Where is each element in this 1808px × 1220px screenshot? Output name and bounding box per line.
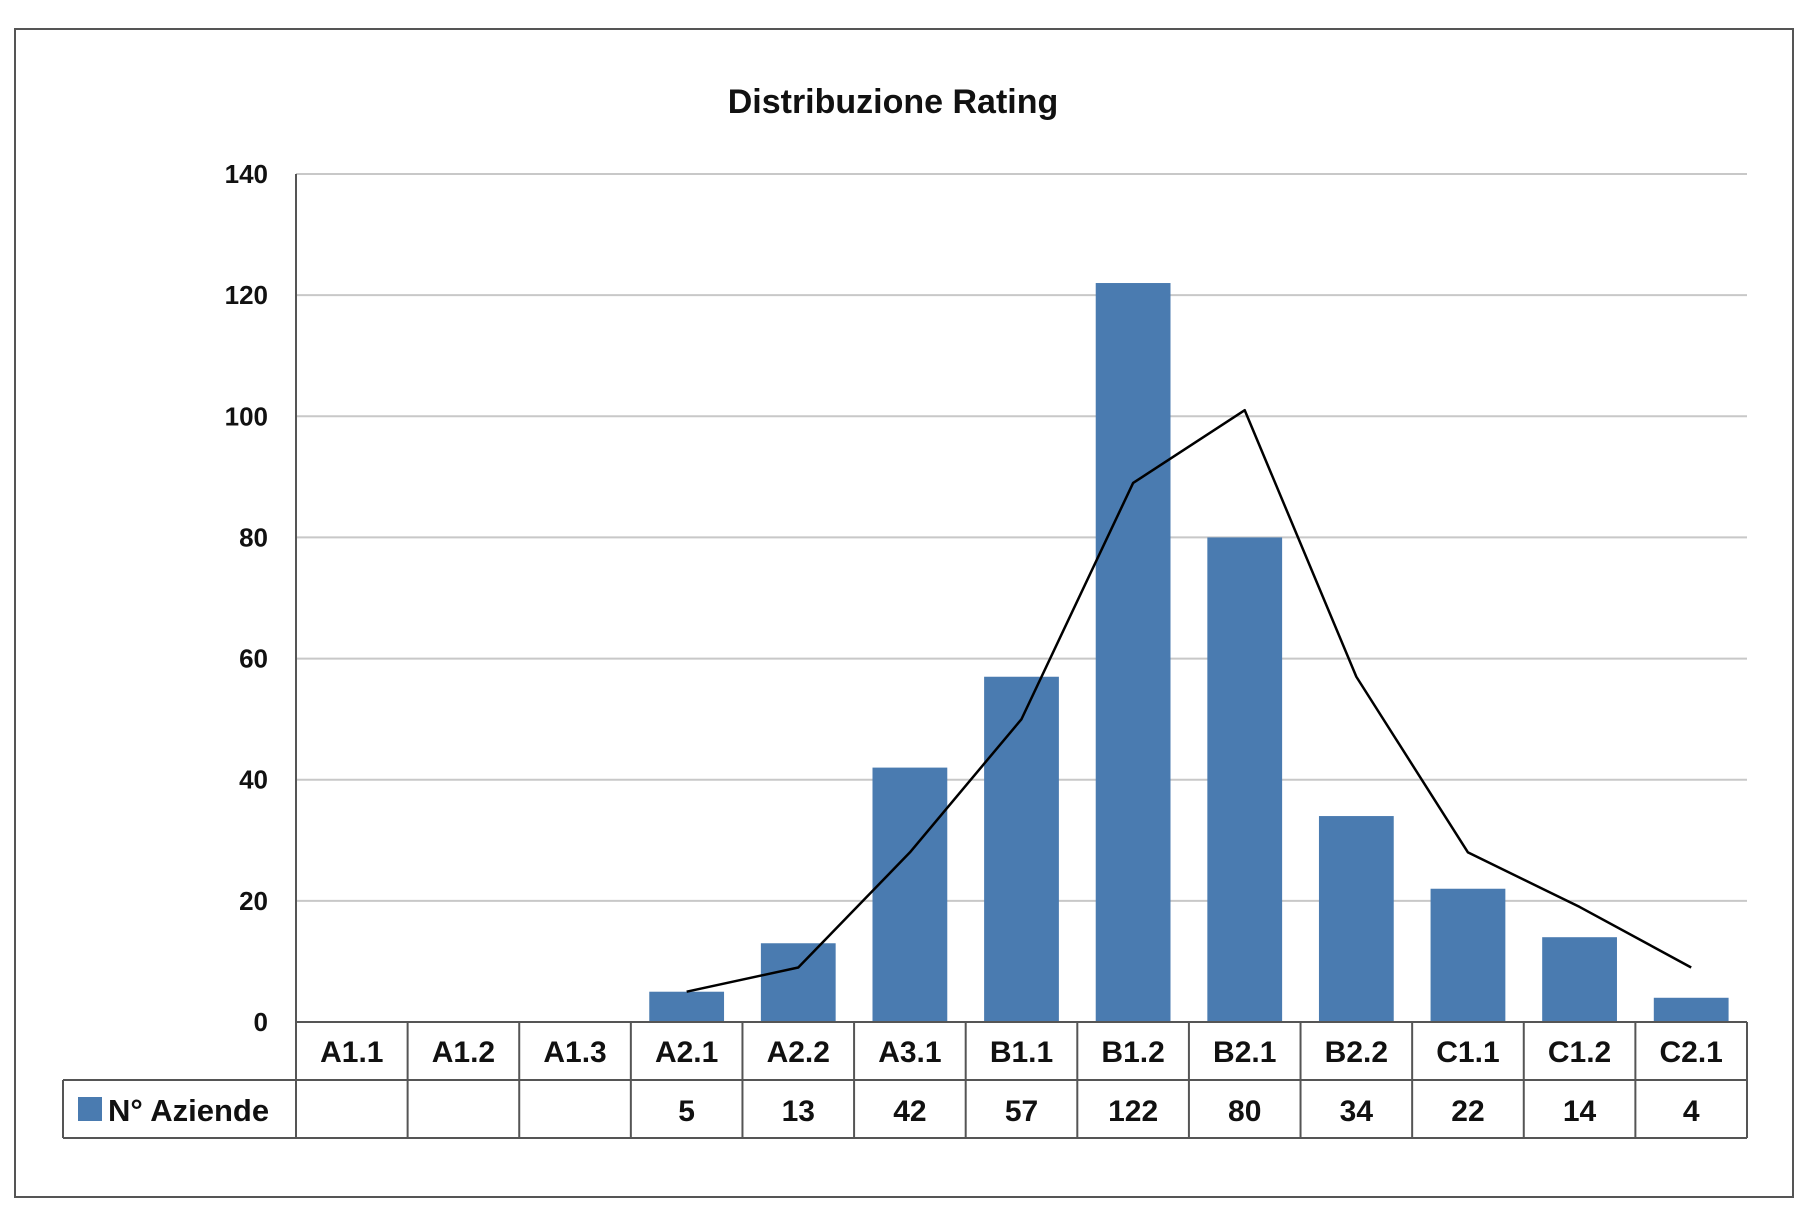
- x-tick-label: B1.1: [990, 1036, 1053, 1069]
- bar: [872, 767, 948, 1022]
- y-tick-label: 80: [239, 522, 268, 552]
- bar: [1207, 537, 1283, 1022]
- legend-label: N° Aziende: [108, 1093, 269, 1128]
- x-tick-label: A2.2: [767, 1036, 830, 1069]
- y-tick-label: 120: [225, 280, 268, 310]
- data-table-value: 22: [1451, 1095, 1484, 1128]
- x-tick-label: C1.1: [1436, 1036, 1499, 1069]
- y-tick-label: 100: [225, 401, 268, 431]
- x-tick-label: A3.1: [878, 1036, 941, 1069]
- data-table-value: 80: [1228, 1095, 1261, 1128]
- y-tick-label: 20: [239, 886, 268, 916]
- legend-swatch: [78, 1097, 102, 1121]
- data-table: A1.1 A1.2 A1.3 A2.1 A2.2 A3.1 B1.1 B1.2 B2.1 B2.2…: [62, 1021, 1748, 1139]
- chart-frame: [14, 28, 1794, 1198]
- bar: [1318, 816, 1394, 1022]
- x-tick-label: B2.1: [1213, 1036, 1276, 1069]
- data-table-value: 14: [1563, 1095, 1597, 1128]
- data-table-value: 13: [782, 1095, 815, 1128]
- x-tick-label: B2.2: [1325, 1036, 1388, 1069]
- y-tick-label: 40: [239, 765, 268, 795]
- data-table-value: 122: [1108, 1095, 1158, 1128]
- data-table-value: 5: [678, 1095, 695, 1128]
- bar: [1542, 937, 1617, 1022]
- bar: [1430, 888, 1506, 1022]
- chart-title: Distribuzione Rating: [728, 83, 1059, 121]
- trend-line: [686, 408, 1692, 993]
- x-tick-label: A1.3: [543, 1036, 606, 1069]
- bar: [1095, 283, 1171, 1022]
- x-tick-label: A1.1: [320, 1036, 383, 1069]
- x-tick-label: C2.1: [1660, 1036, 1723, 1069]
- bar: [649, 991, 725, 1022]
- x-tick-label: B1.2: [1101, 1036, 1164, 1069]
- data-table-value: 42: [893, 1095, 926, 1128]
- y-tick-label: 60: [239, 644, 268, 674]
- bars: [649, 283, 1729, 1022]
- y-tick-label: 0: [254, 1007, 268, 1037]
- data-table-value: 34: [1340, 1095, 1374, 1128]
- data-table-value: 57: [1005, 1095, 1038, 1128]
- data-table-value: 4: [1683, 1095, 1700, 1128]
- trend-line-group: [686, 408, 1692, 993]
- x-tick-label: A2.1: [655, 1036, 718, 1069]
- x-tick-label: C1.2: [1548, 1036, 1611, 1069]
- bar: [984, 676, 1059, 1022]
- y-axis-ticks: 0 20 40 60 80 100 120 140: [225, 159, 268, 1037]
- y-tick-label: 140: [225, 159, 268, 189]
- bar: [1653, 997, 1729, 1022]
- x-tick-label: A1.2: [432, 1036, 495, 1069]
- bar: [760, 943, 836, 1022]
